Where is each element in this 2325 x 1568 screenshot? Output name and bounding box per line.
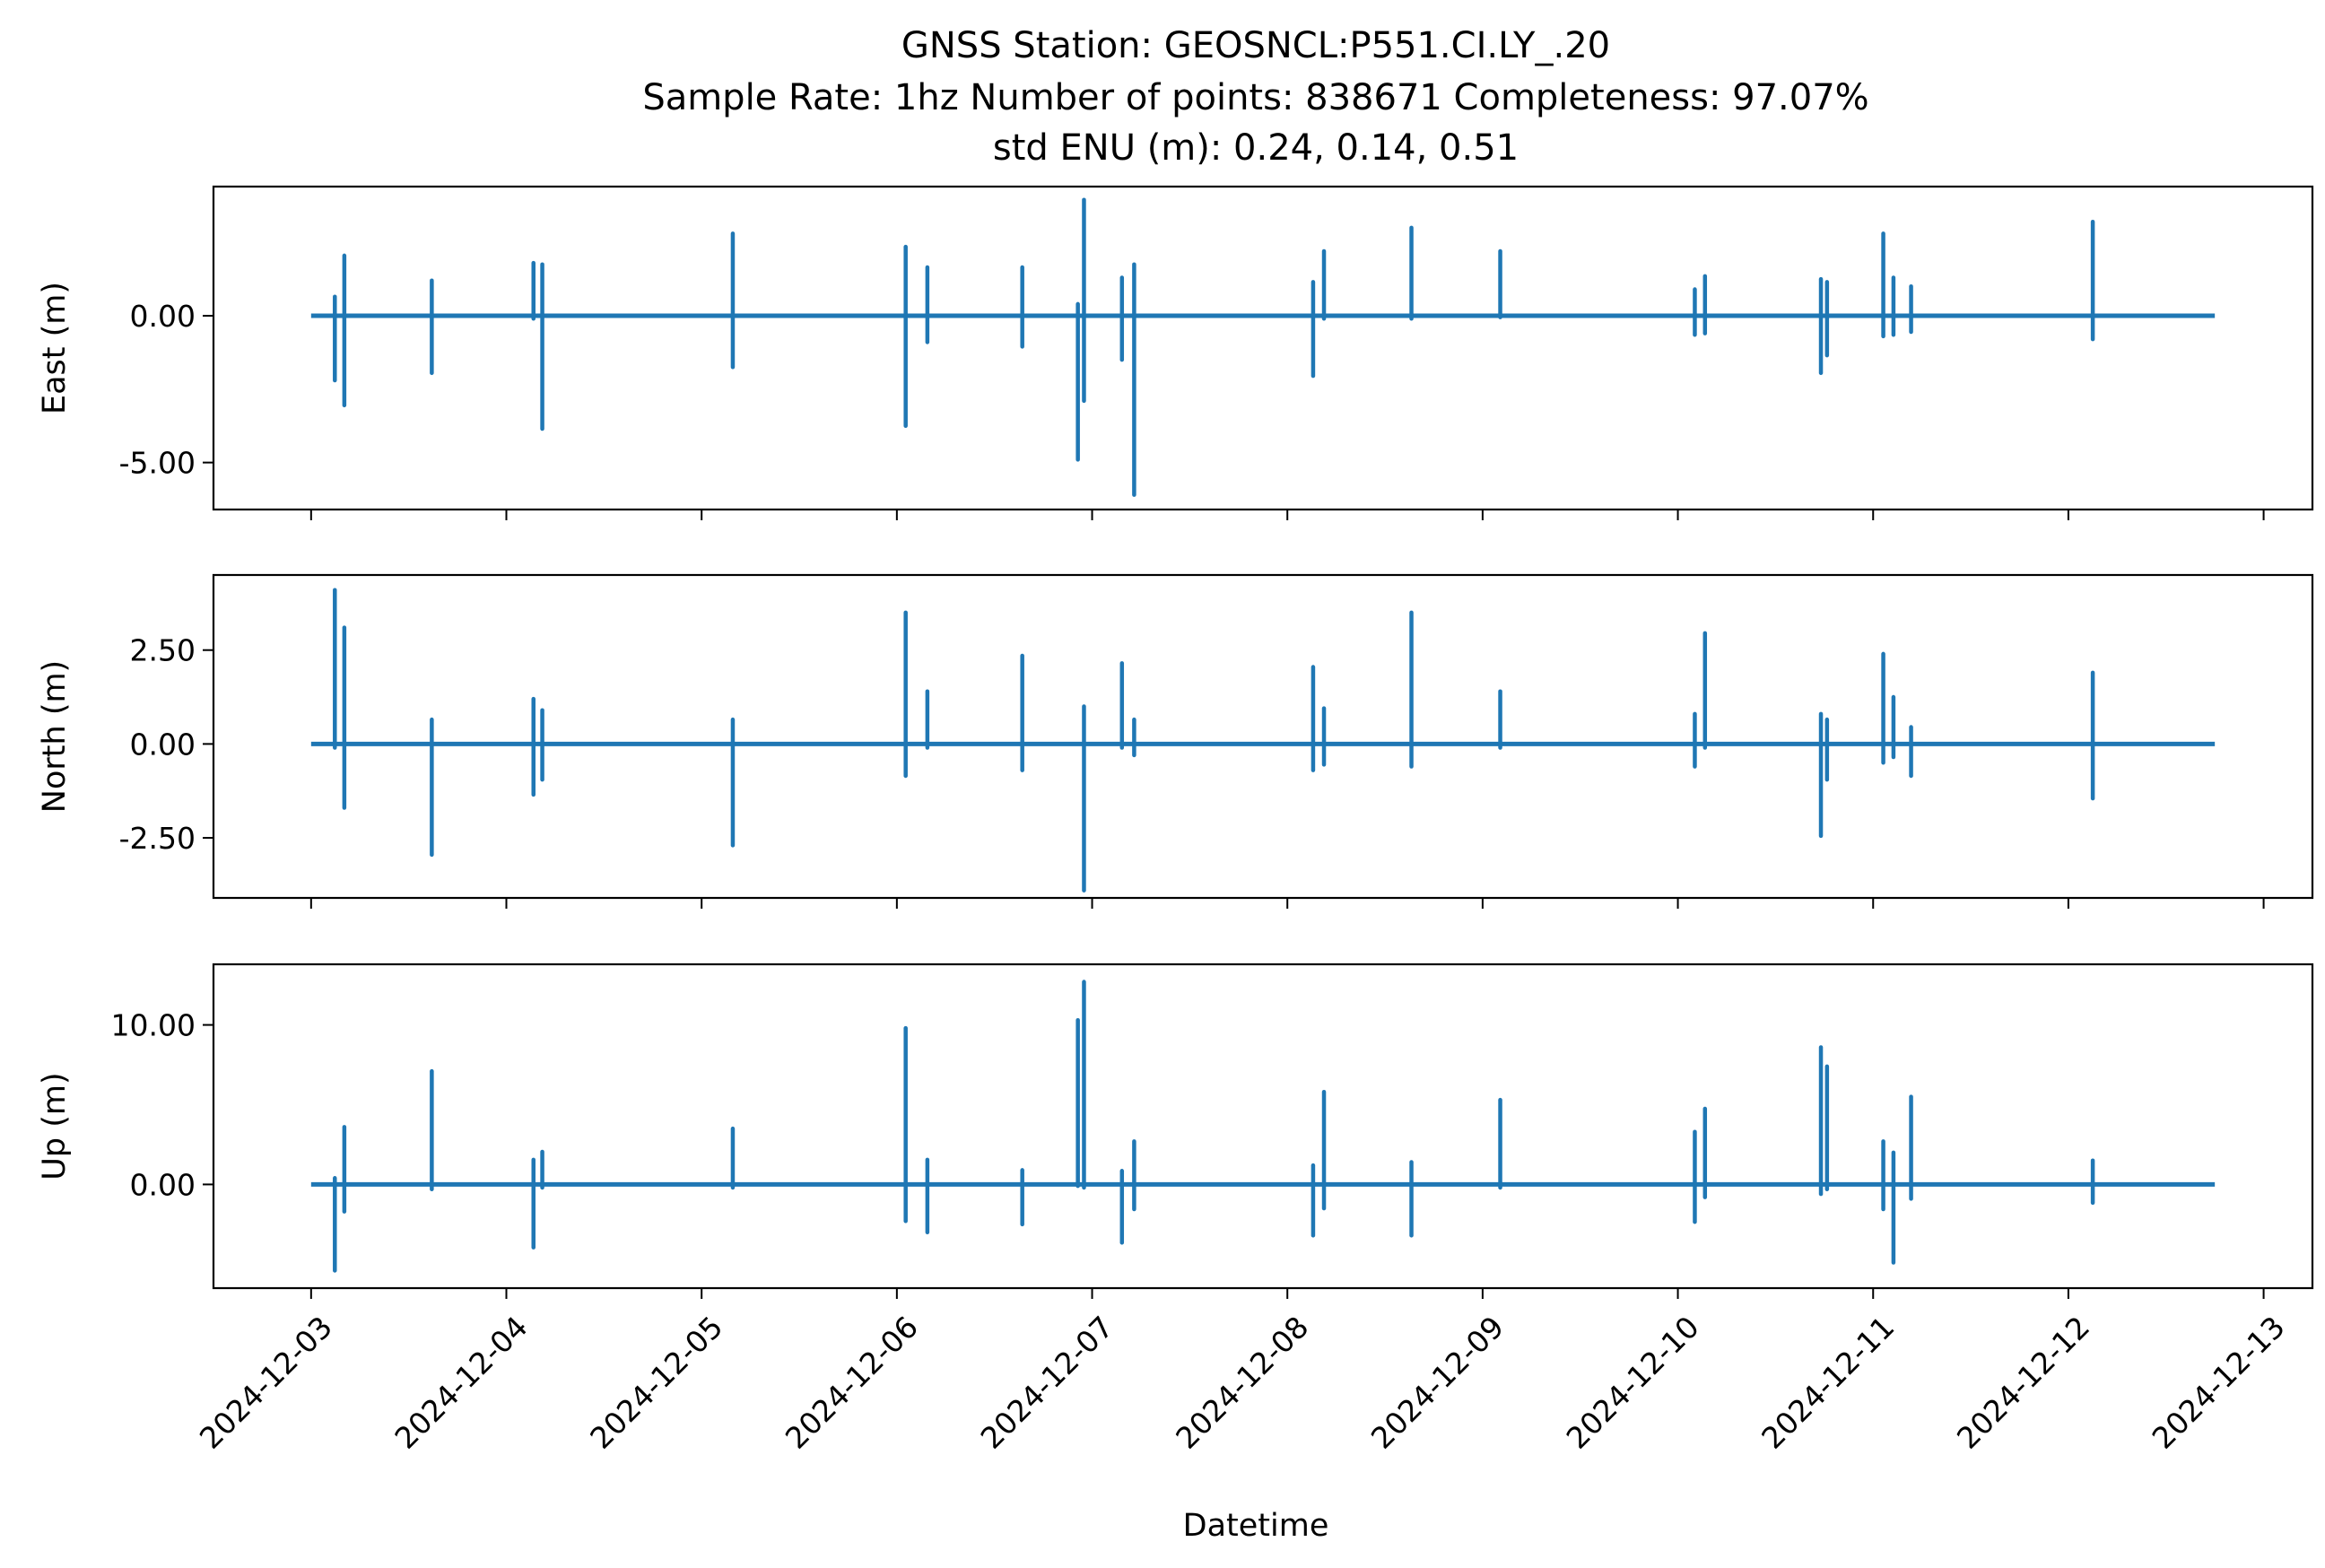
y-axis-label-1: North (m) xyxy=(37,660,73,813)
y-tick-label-1-0: 2.50 xyxy=(130,633,196,668)
y-tick-label-1-2: -2.50 xyxy=(119,821,196,856)
plot-frame-1 xyxy=(212,573,2314,900)
subplot-stack: 0.00 -5.00 East (m) 2.50 0.00 -2.50 North (m) 1… xyxy=(37,185,2314,1299)
x-axis-label: Datetime xyxy=(1183,1508,1329,1544)
y-tick-label-2-0: 10.00 xyxy=(111,1008,196,1043)
y-axis-label-2: Up (m) xyxy=(37,1072,73,1180)
subplot-2: 10.00 0.00 Up (m) xyxy=(37,963,2314,1299)
y-tick-label-1-1: 0.00 xyxy=(130,727,196,762)
title-line-station: GNSS Station: GEOSNCL:P551.CI.LY_.20 xyxy=(901,25,1610,66)
figure-title: GNSS Station: GEOSNCL:P551.CI.LY_.20 Sam… xyxy=(642,25,1868,169)
y-axis-label-0: East (m) xyxy=(37,282,73,414)
title-line-sampling: Sample Rate: 1hz Number of points: 83867… xyxy=(642,77,1868,118)
plot-frame-0 xyxy=(212,185,2314,511)
plot-frame-2 xyxy=(212,963,2314,1290)
y-tick-label-2-1: 0.00 xyxy=(130,1167,196,1202)
y-tick-label-0-1: -5.00 xyxy=(119,446,196,481)
subplot-1: 2.50 0.00 -2.50 North (m) xyxy=(37,573,2314,909)
subplot-0: 0.00 -5.00 East (m) xyxy=(37,185,2314,520)
title-line-std: std ENU (m): 0.24, 0.14, 0.51 xyxy=(993,127,1519,169)
y-tick-label-0-0: 0.00 xyxy=(130,299,196,334)
